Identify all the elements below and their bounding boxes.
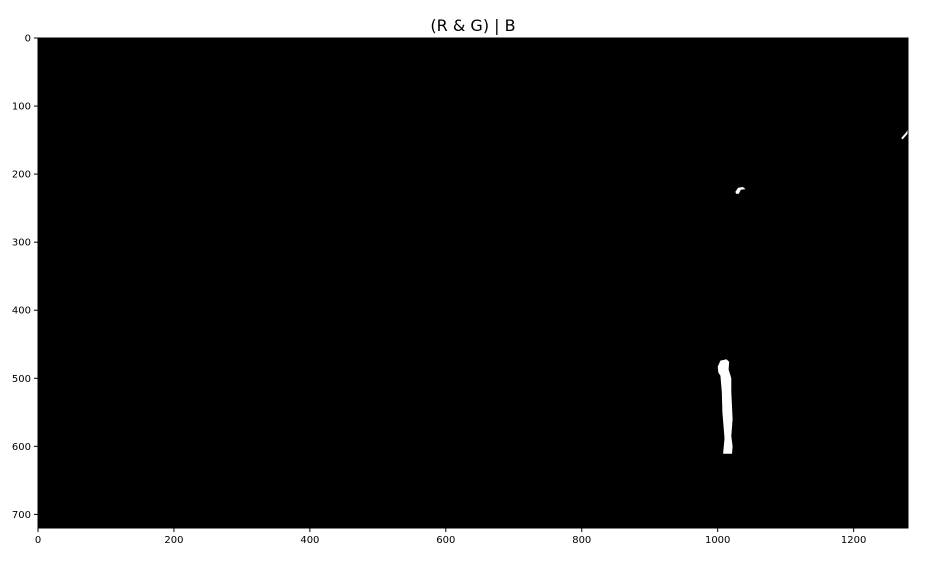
x-tick-label: 0 [35, 535, 41, 546]
y-tick-label: 500 [12, 374, 31, 385]
x-tick-label: 200 [164, 535, 183, 546]
y-tick-label: 300 [12, 238, 31, 249]
chart-title: (R & G) | B [430, 16, 516, 35]
foreground-regions [717, 129, 908, 454]
x-tick-label: 600 [436, 535, 455, 546]
foreground-region-vertical-blob [717, 359, 733, 454]
y-tick-label: 100 [12, 102, 31, 113]
x-tick-label: 800 [572, 535, 591, 546]
y-tick-label: 600 [12, 442, 31, 453]
x-axis-ticks: 0 200 400 600 800 1000 1200 [35, 528, 866, 546]
y-axis-ticks: 0 100 200 300 400 500 600 700 [12, 34, 38, 521]
foreground-region-small-blob [735, 187, 746, 194]
y-tick-label: 700 [12, 510, 31, 521]
y-tick-label: 0 [25, 34, 31, 45]
axes-frame [37, 37, 909, 529]
x-tick-label: 1000 [705, 535, 730, 546]
x-tick-label: 1200 [841, 535, 866, 546]
y-tick-label: 400 [12, 306, 31, 317]
image-background [38, 38, 908, 528]
foreground-region-top-right-streak [901, 129, 908, 140]
x-tick-label: 400 [300, 535, 319, 546]
y-tick-label: 200 [12, 170, 31, 181]
